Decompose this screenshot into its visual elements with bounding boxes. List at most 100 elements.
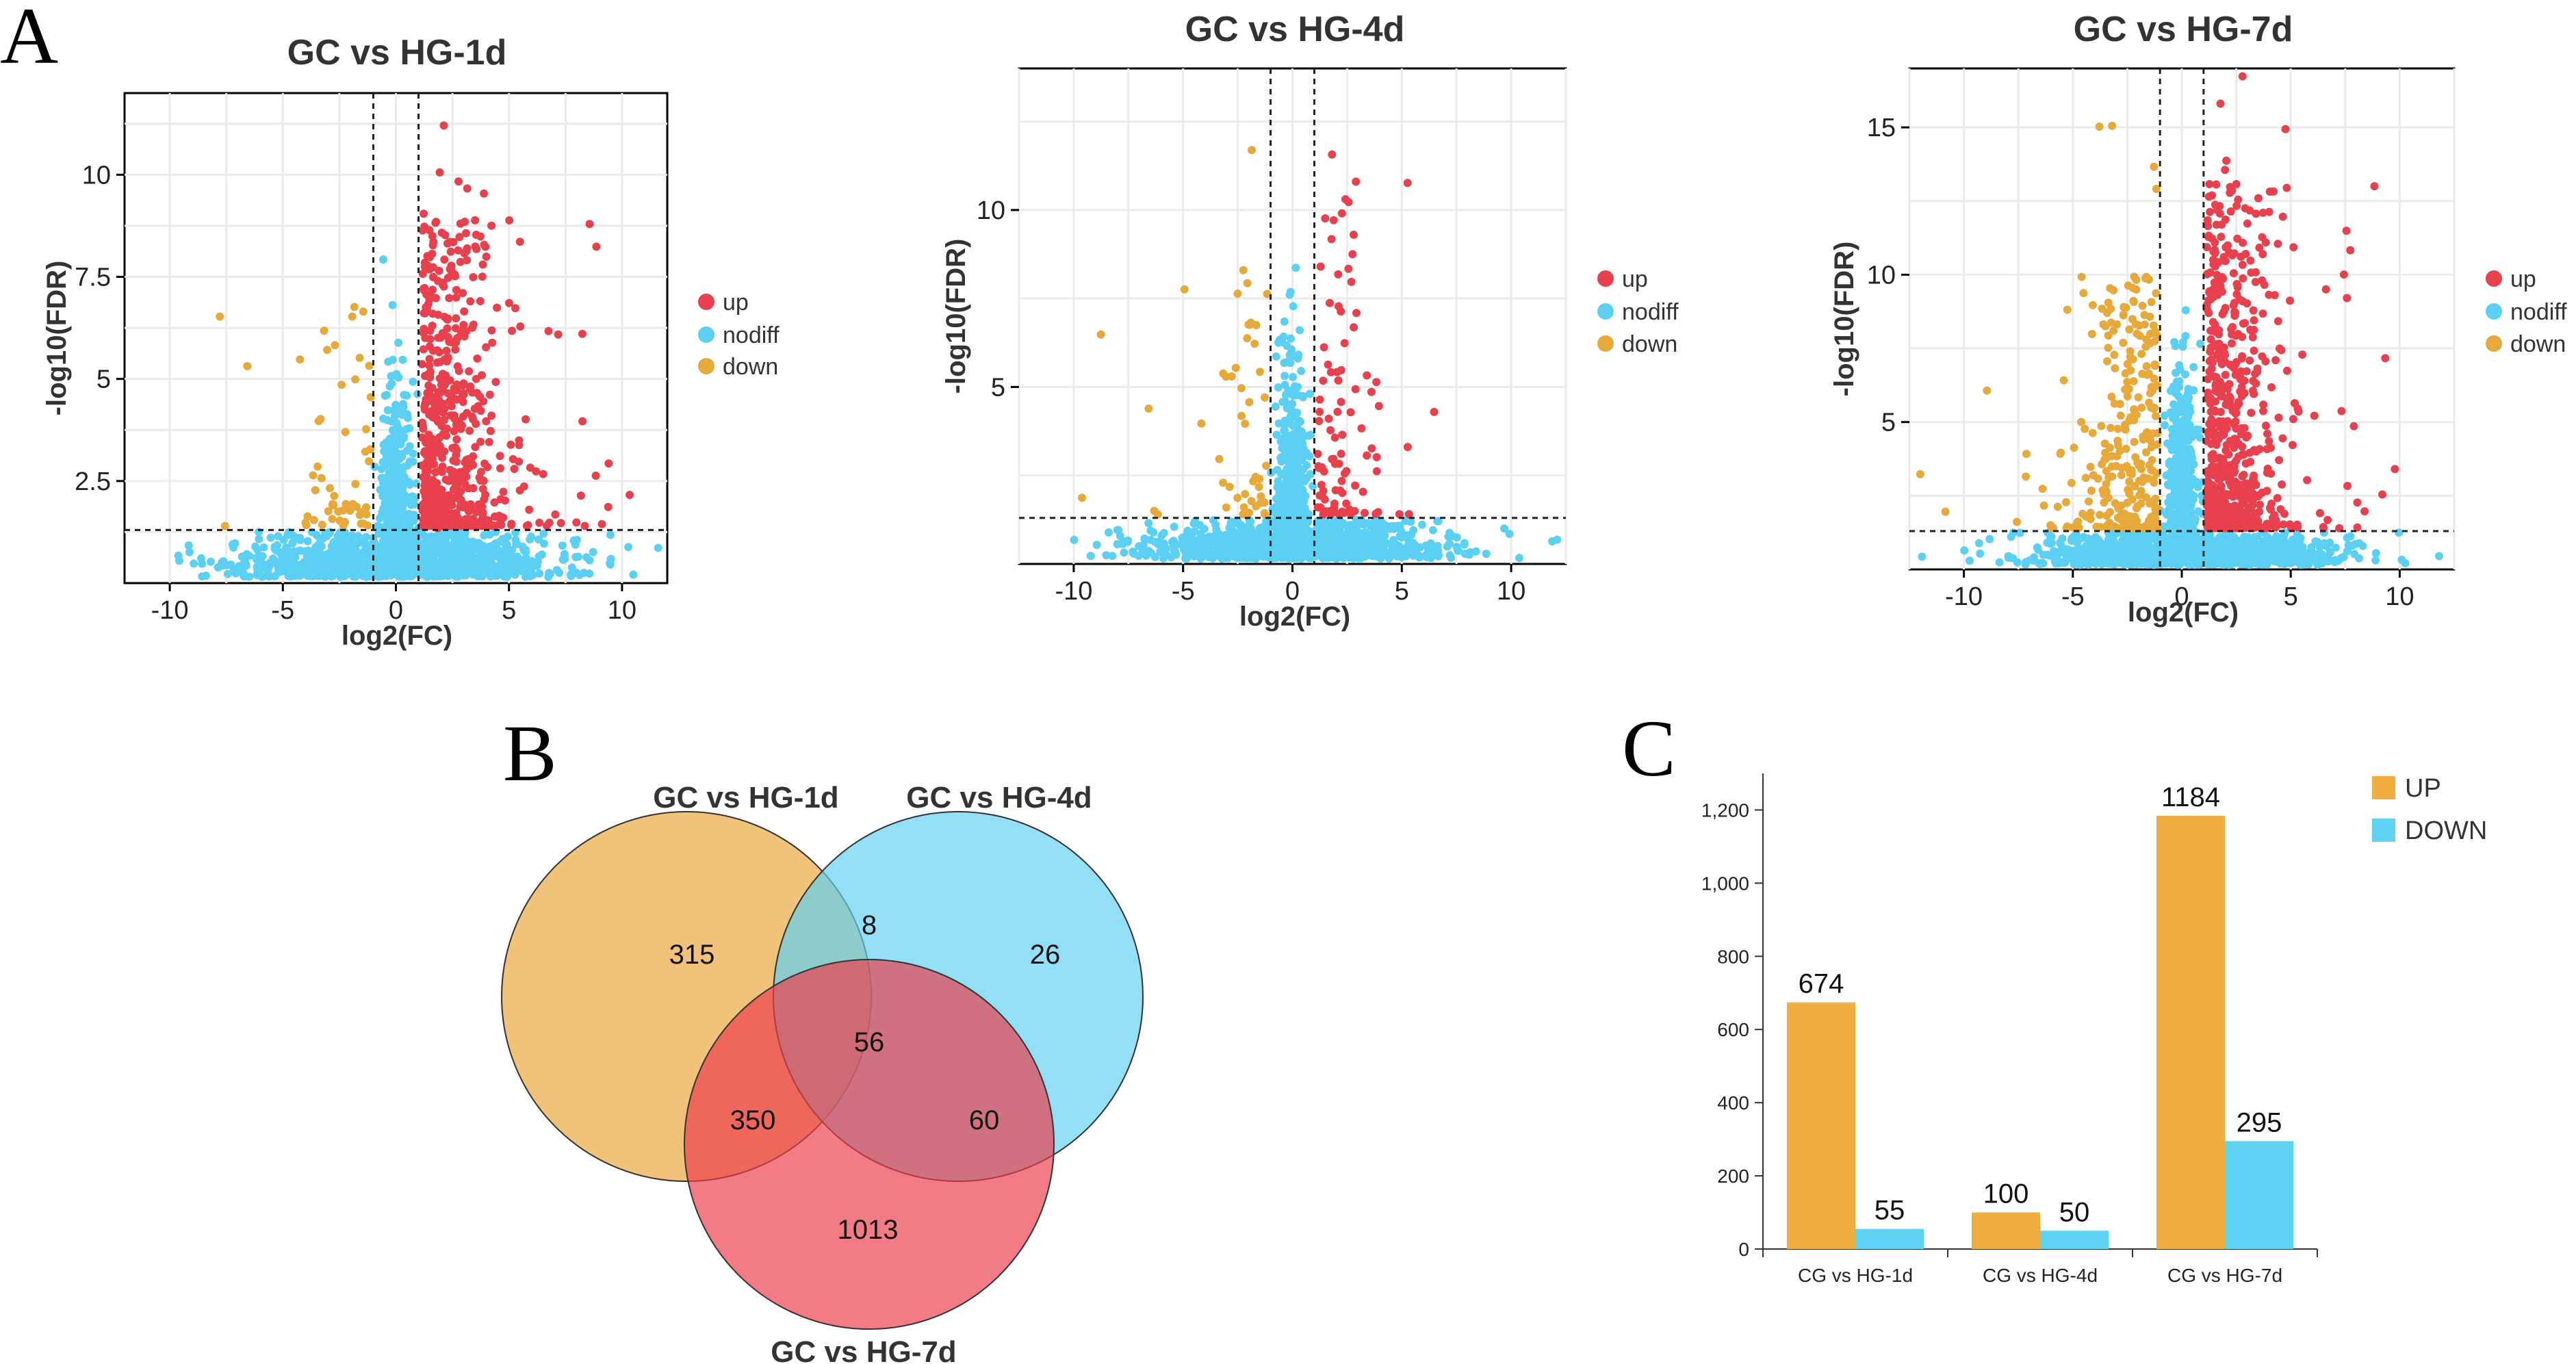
- nodiff-point: [1342, 552, 1351, 561]
- up-point: [456, 219, 465, 228]
- nodiff-point: [1289, 372, 1298, 381]
- up-point: [429, 263, 437, 272]
- up-point: [450, 511, 459, 519]
- nodiff-point: [379, 255, 387, 264]
- nodiff-point: [1411, 547, 1419, 556]
- up-point: [469, 461, 478, 469]
- up-point: [421, 309, 429, 318]
- nodiff-point: [414, 557, 423, 566]
- nodiff-point: [395, 499, 404, 508]
- nodiff-point: [504, 567, 513, 575]
- nodiff-point: [1286, 414, 1295, 423]
- nodiff-point: [1287, 334, 1295, 343]
- nodiff-point: [364, 571, 373, 580]
- down-point: [243, 362, 252, 370]
- up-point: [435, 168, 444, 177]
- nodiff-point: [2435, 552, 2443, 561]
- nodiff-point: [461, 529, 469, 538]
- legend-nodiff-marker: [1597, 303, 1614, 320]
- down-point: [1254, 482, 1263, 491]
- nodiff-point: [1176, 540, 1185, 549]
- nodiff-point: [1370, 517, 1379, 526]
- nodiff-point: [512, 540, 521, 549]
- up-point: [446, 376, 454, 385]
- nodiff-point: [383, 506, 392, 514]
- nodiff-point: [1280, 359, 1289, 368]
- up-point: [491, 512, 499, 521]
- nodiff-point: [245, 552, 254, 561]
- nodiff-point: [1280, 372, 1289, 381]
- legend-nodiff-marker: [698, 326, 714, 343]
- nodiff-point: [398, 541, 407, 550]
- volcano-4d-xlabel: log2(FC): [1239, 602, 1350, 632]
- nodiff-point: [1276, 490, 1285, 499]
- up-point: [440, 255, 449, 264]
- nodiff-point: [383, 548, 392, 556]
- nodiff-point: [1086, 552, 1095, 561]
- up-point: [450, 427, 459, 435]
- up-point: [451, 443, 460, 452]
- up-point: [451, 345, 460, 354]
- up-point: [458, 421, 466, 430]
- nodiff-point: [404, 478, 413, 487]
- nodiff-point: [1380, 551, 1389, 560]
- up-point: [481, 242, 490, 251]
- nodiff-point: [409, 457, 417, 466]
- down-point: [1260, 498, 1269, 507]
- up-point: [454, 246, 463, 255]
- up-point: [1326, 368, 1335, 376]
- nodiff-point: [1092, 541, 1101, 550]
- nodiff-point: [540, 539, 548, 548]
- nodiff-point: [1222, 530, 1231, 539]
- up-point: [1372, 378, 1381, 387]
- nodiff-point: [337, 561, 346, 569]
- nodiff-point: [1448, 532, 1456, 541]
- up-point: [496, 495, 505, 504]
- down-point: [1144, 404, 1153, 413]
- nodiff-point: [1337, 530, 1345, 539]
- down-point: [352, 502, 361, 511]
- nodiff-point: [282, 562, 291, 570]
- up-point: [1315, 395, 1324, 404]
- down-point: [359, 307, 368, 316]
- nodiff-point: [589, 548, 597, 556]
- down-point: [324, 507, 333, 515]
- down-point: [1241, 510, 1250, 519]
- up-point: [516, 322, 525, 331]
- up-point: [1337, 450, 1345, 458]
- nodiff-point: [1985, 535, 1994, 543]
- x-tick-label: -5: [271, 596, 294, 625]
- nodiff-point: [354, 560, 362, 569]
- nodiff-point: [1108, 552, 1117, 561]
- nodiff-point: [1287, 449, 1296, 458]
- nodiff-point: [398, 472, 407, 481]
- up-point: [1352, 177, 1361, 186]
- up-point: [1330, 459, 1339, 468]
- nodiff-point: [545, 570, 554, 578]
- nodiff-point: [487, 547, 495, 556]
- nodiff-point: [339, 539, 348, 548]
- nodiff-point: [231, 539, 240, 548]
- up-point: [444, 522, 453, 530]
- up-point: [435, 441, 444, 450]
- nodiff-point: [1142, 551, 1150, 560]
- up-point: [441, 475, 450, 484]
- down-point: [365, 457, 373, 465]
- nodiff-point: [391, 400, 400, 409]
- up-point: [597, 519, 606, 528]
- nodiff-point: [424, 535, 432, 544]
- nodiff-point: [1289, 473, 1298, 482]
- up-point: [456, 257, 465, 266]
- nodiff-point: [381, 499, 389, 508]
- up-point: [473, 354, 482, 363]
- up-point: [422, 450, 430, 459]
- up-point: [1337, 398, 1345, 407]
- up-point: [1372, 467, 1381, 476]
- nodiff-point: [1286, 287, 1295, 296]
- nodiff-point: [1321, 517, 1330, 526]
- up-point: [425, 361, 434, 370]
- nodiff-point: [1157, 531, 1166, 540]
- nodiff-point: [1285, 487, 1293, 496]
